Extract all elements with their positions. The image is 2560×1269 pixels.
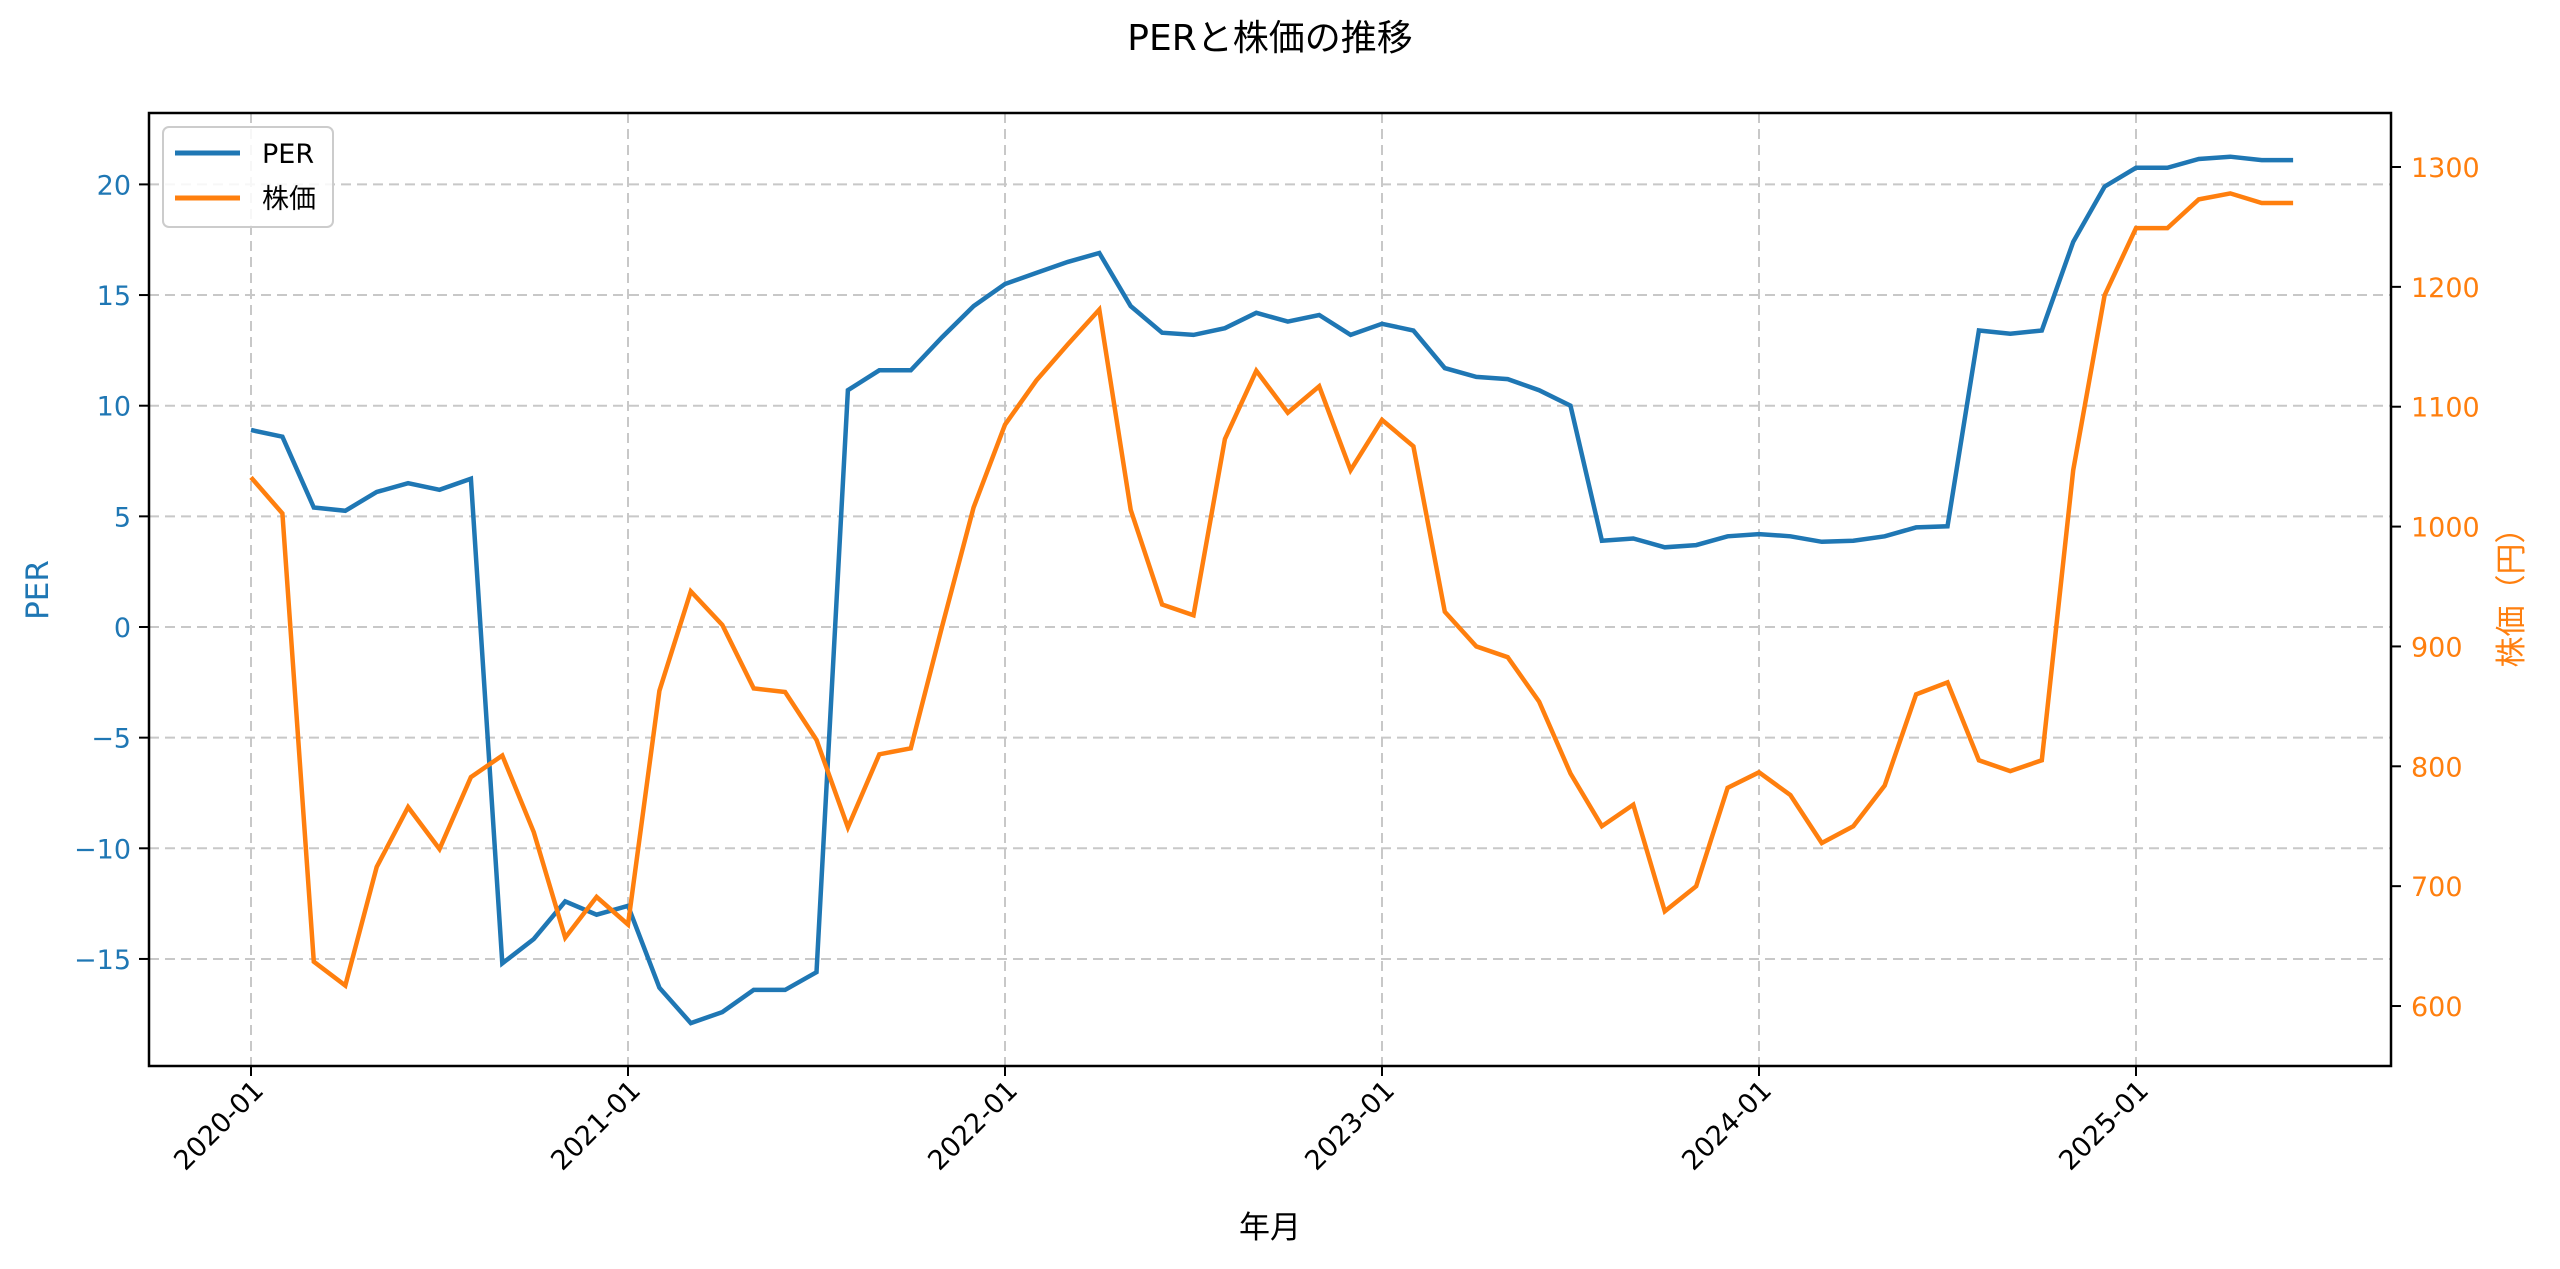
x-tick-label: 2024-01 — [1676, 1075, 1778, 1177]
right-tick-label: 1000 — [2411, 513, 2480, 544]
left-tick-label: −5 — [91, 724, 131, 755]
left-tick-label: 15 — [97, 281, 131, 312]
y-axis-label-right: 株価（円） — [2494, 513, 2530, 668]
legend-label-per: PER — [262, 139, 314, 170]
left-tick-label: 10 — [97, 392, 131, 423]
grid-lines — [149, 113, 2391, 1066]
per-line — [250, 154, 2294, 1026]
x-tick-label: 2020-01 — [168, 1075, 270, 1177]
left-tick-label: −15 — [74, 945, 131, 976]
x-tick-label: 2023-01 — [1299, 1075, 1401, 1177]
left-tick-label: 5 — [114, 502, 131, 533]
x-tick-label: 2022-01 — [922, 1075, 1024, 1177]
plot-area — [249, 154, 2294, 1026]
price-line — [249, 191, 2294, 990]
left-tick-label: −10 — [74, 834, 131, 865]
x-tick-label: 2021-01 — [545, 1075, 647, 1177]
right-tick-label: 1300 — [2411, 153, 2480, 184]
legend-label-price: 株価 — [262, 184, 316, 215]
x-axis: 2020-01 2021-01 2022-01 2023-01 2024-01 2025-… — [168, 1066, 2155, 1177]
axes-frame — [147, 111, 2393, 1068]
right-tick-label: 1200 — [2411, 273, 2480, 304]
legend: PER 株価 — [162, 126, 334, 228]
right-tick-label: 800 — [2411, 752, 2463, 783]
left-tick-label: 20 — [97, 170, 131, 201]
right-y-axis: 600 700 800 900 1000 1100 1200 1300 — [2391, 153, 2480, 1023]
right-tick-label: 1100 — [2411, 393, 2480, 424]
chart-title: PERと株価の推移 — [1127, 18, 1412, 59]
y-axis-label-left: PER — [20, 560, 56, 620]
right-tick-label: 900 — [2411, 632, 2463, 663]
left-y-axis: −15 −10 −5 0 5 10 15 20 — [74, 170, 149, 976]
right-tick-label: 600 — [2411, 992, 2463, 1023]
x-tick-label: 2025-01 — [2053, 1075, 2155, 1177]
x-axis-label: 年月 — [1239, 1210, 1301, 1246]
left-tick-label: 0 — [114, 613, 131, 644]
right-tick-label: 700 — [2411, 872, 2463, 903]
